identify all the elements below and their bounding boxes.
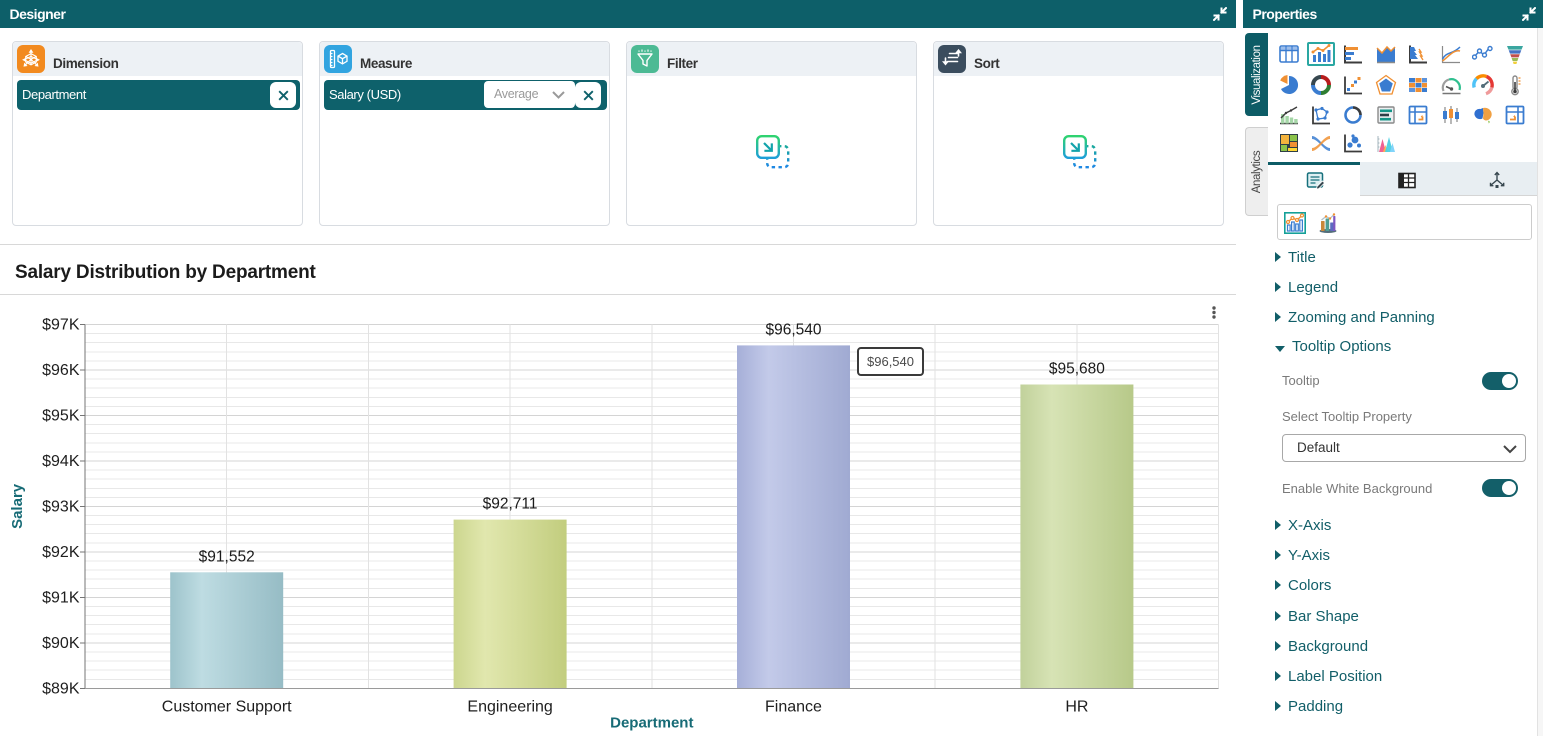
svg-text:$96,540: $96,540 — [765, 321, 821, 338]
svg-text:Salary: Salary — [9, 483, 26, 529]
svg-text:$95,680: $95,680 — [1049, 361, 1105, 378]
svg-text:$91,552: $91,552 — [199, 548, 255, 565]
svg-text:Customer Support: Customer Support — [162, 698, 292, 715]
svg-text:Department: Department — [610, 714, 693, 731]
svg-text:$95K: $95K — [42, 408, 80, 425]
svg-text:$96K: $96K — [42, 362, 80, 379]
svg-text:Finance: Finance — [765, 698, 822, 715]
svg-text:$91K: $91K — [42, 589, 80, 606]
svg-text:HR: HR — [1065, 698, 1088, 715]
svg-text:$90K: $90K — [42, 635, 80, 652]
svg-text:$94K: $94K — [42, 453, 80, 470]
svg-text:$92,711: $92,711 — [483, 496, 538, 513]
svg-text:$97K: $97K — [42, 317, 80, 334]
svg-text:$89K: $89K — [42, 680, 80, 697]
svg-text:Engineering: Engineering — [467, 698, 552, 715]
svg-text:$92K: $92K — [42, 544, 80, 561]
svg-text:$93K: $93K — [42, 498, 80, 515]
